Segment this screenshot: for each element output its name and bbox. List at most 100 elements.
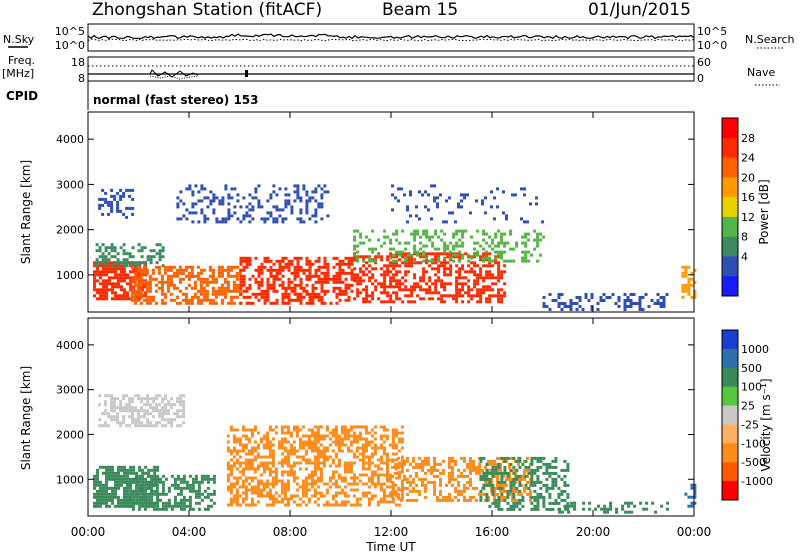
heatmap-cell — [362, 300, 366, 304]
heatmap-cell — [102, 471, 105, 475]
heatmap-cell — [406, 456, 409, 460]
x-tick-label: 04:00 — [172, 525, 207, 539]
heatmap-cell — [581, 308, 585, 311]
heatmap-cell — [503, 259, 507, 263]
heatmap-cell — [220, 301, 224, 305]
heatmap-cell — [179, 397, 183, 401]
heatmap-cell — [93, 285, 96, 289]
heatmap-cell — [413, 288, 417, 292]
heatmap-cell — [493, 492, 496, 496]
heatmap-cell — [123, 276, 126, 280]
heatmap-cell — [224, 187, 228, 191]
heatmap-cell — [242, 280, 246, 284]
heatmap-cell — [259, 455, 263, 459]
heatmap-cell — [196, 289, 200, 293]
heatmap-cell — [334, 428, 338, 432]
heatmap-cell — [389, 247, 393, 251]
heatmap-cell — [482, 477, 486, 481]
heatmap-cell — [373, 464, 377, 468]
heatmap-cell — [191, 489, 195, 493]
heatmap-cell — [247, 467, 251, 471]
heatmap-cell — [197, 501, 201, 505]
heatmap-cell — [242, 268, 246, 272]
heatmap-cell — [500, 288, 504, 292]
heatmap-cell — [111, 465, 114, 469]
heatmap-cell — [455, 270, 459, 274]
heatmap-cell — [114, 294, 117, 298]
heatmap-cell — [425, 252, 429, 256]
heatmap-cell — [362, 297, 366, 301]
heatmap-cell — [460, 489, 463, 493]
heatmap-cell — [259, 479, 263, 483]
heatmap-cell — [188, 483, 192, 487]
heatmap-cell — [287, 301, 291, 305]
heatmap-cell — [301, 434, 305, 438]
heatmap-cell — [260, 262, 264, 266]
heatmap-cell — [287, 277, 291, 281]
heatmap-cell — [271, 437, 275, 441]
heatmap-cell — [98, 403, 102, 407]
heatmap-cell — [202, 286, 206, 290]
heatmap-cell — [392, 291, 396, 295]
heatmap-cell — [269, 283, 273, 287]
heatmap-cell — [110, 249, 114, 253]
heatmap-cell — [488, 477, 492, 481]
heatmap-cell — [221, 202, 225, 206]
heatmap-cell — [385, 470, 389, 474]
heatmap-cell — [178, 289, 182, 293]
heatmap-cell — [385, 479, 389, 483]
heatmap-cell — [250, 479, 254, 483]
heatmap-cell — [253, 428, 257, 432]
heatmap-cell — [185, 187, 189, 191]
heatmap-cell — [131, 188, 135, 192]
heatmap-cell — [130, 289, 134, 293]
heatmap-cell — [391, 492, 394, 496]
colorbar-tick-label: -1000 — [741, 475, 773, 488]
heatmap-cell — [437, 247, 441, 251]
heatmap-cell — [305, 268, 309, 272]
heatmap-cell — [320, 193, 324, 197]
heatmap-cell — [530, 480, 534, 484]
heatmap-cell — [597, 504, 601, 508]
heatmap-cell — [289, 473, 293, 477]
heatmap-cell — [545, 483, 549, 487]
heatmap-cell — [509, 468, 513, 472]
heatmap-cell — [463, 483, 466, 487]
heatmap-cell — [473, 264, 477, 268]
heatmap-cell — [389, 270, 393, 274]
heatmap-cell — [200, 480, 204, 484]
heatmap-cell — [346, 446, 350, 450]
heatmap-cell — [134, 501, 138, 505]
heatmap-cell — [260, 205, 264, 209]
heatmap-cell — [413, 235, 417, 239]
heatmap-cell — [203, 214, 207, 218]
heatmap-cell — [365, 285, 369, 289]
heatmap-cell — [150, 495, 154, 499]
heatmap-cell — [479, 291, 483, 295]
heatmap-cell — [493, 474, 496, 478]
heatmap-cell — [307, 458, 311, 462]
heatmap-cell — [548, 486, 552, 490]
heatmap-cell — [256, 500, 260, 504]
heatmap-cell — [391, 465, 394, 469]
heatmap-cell — [410, 261, 414, 265]
heatmap-cell — [389, 276, 393, 280]
heatmap-cell — [633, 504, 637, 508]
heatmap-cell — [401, 276, 405, 280]
heatmap-cell — [533, 483, 537, 487]
heatmap-cell — [313, 491, 317, 495]
heatmap-cell — [308, 298, 312, 302]
heatmap-cell — [150, 498, 154, 502]
heatmap-cell — [296, 283, 300, 287]
heatmap-cell — [193, 274, 197, 278]
heatmap-cell — [419, 276, 423, 280]
heatmap-cell — [179, 190, 183, 194]
heatmap-cell — [343, 443, 347, 447]
heatmap-cell — [440, 294, 444, 298]
heatmap-cell — [120, 294, 123, 298]
heatmap-cell — [356, 282, 360, 286]
heatmap-cell — [167, 501, 171, 505]
heatmap-cell — [367, 467, 371, 471]
heatmap-cell — [262, 437, 266, 441]
heatmap-cell — [346, 431, 350, 435]
